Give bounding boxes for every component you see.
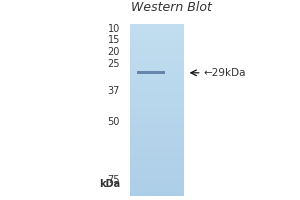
Text: 15: 15: [108, 35, 120, 45]
Text: 10: 10: [108, 24, 120, 34]
Text: Western Blot: Western Blot: [130, 1, 212, 14]
Text: 75: 75: [107, 175, 120, 185]
Text: 50: 50: [108, 117, 120, 127]
Text: kDa: kDa: [99, 179, 120, 189]
Bar: [137, 71, 165, 74]
Text: 37: 37: [108, 86, 120, 96]
Text: ←29kDa: ←29kDa: [203, 68, 246, 78]
Text: 20: 20: [108, 47, 120, 57]
Text: 25: 25: [107, 59, 120, 69]
